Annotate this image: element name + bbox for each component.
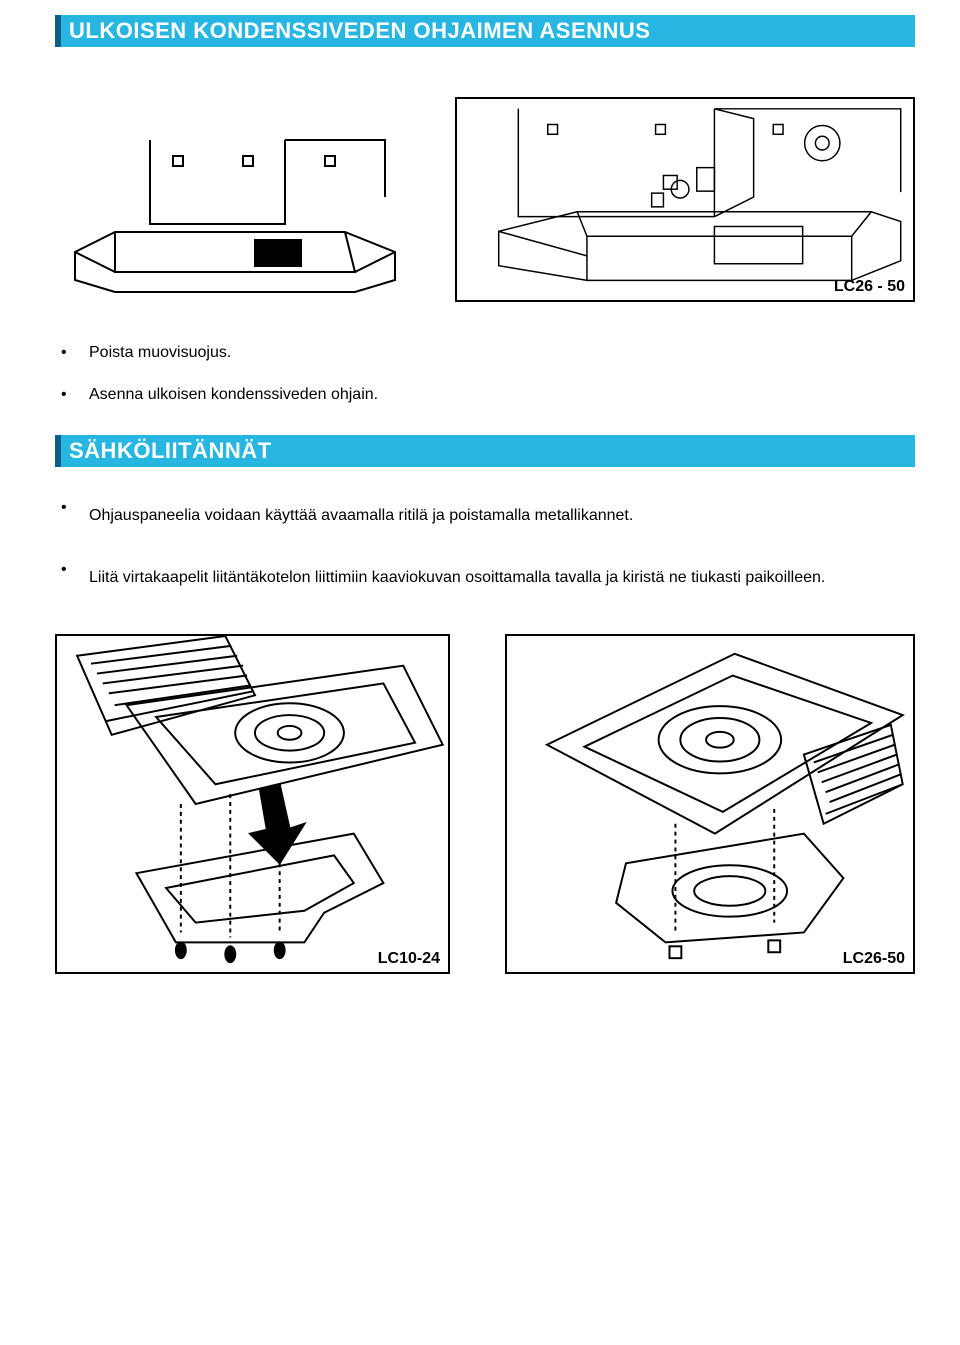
figure-condensate-large: LC26 - 50 [455, 97, 915, 302]
bullet-text: Ohjauspaneelia voidaan käyttää avaamalla… [89, 499, 915, 533]
bullet-dot: • [55, 374, 89, 416]
figure-condensate-small [55, 132, 423, 302]
figure-row-top: LC26 - 50 [55, 97, 915, 302]
bullets-condensate: • Poista muovisuojus. • Asenna ulkoisen … [55, 332, 915, 415]
condensate-large-svg [457, 99, 913, 300]
bullet-row: • Asenna ulkoisen kondenssiveden ohjain. [55, 374, 915, 416]
bullet-text: Liitä virtakaapelit liitäntäkotelon liit… [89, 561, 915, 595]
figure-caption-lc10-24: LC10-24 [378, 950, 440, 968]
page: ULKOISEN KONDENSSIVEDEN OHJAIMEN ASENNUS [0, 0, 960, 1345]
section-header-condensate: ULKOISEN KONDENSSIVEDEN OHJAIMEN ASENNUS [55, 15, 915, 47]
bullet-dot: • [55, 499, 89, 533]
bullet-row: • Ohjauspaneelia voidaan käyttää avaamal… [55, 499, 915, 533]
figure-row-bottom: LC10-24 [55, 634, 915, 974]
bullet-dot: • [55, 561, 89, 595]
section-header-electrical: SÄHKÖLIITÄNNÄT [55, 435, 915, 467]
figure-caption-lc26-50-top: LC26 - 50 [834, 278, 905, 296]
lc10-24-svg [57, 636, 448, 972]
condensate-small-svg [55, 132, 423, 302]
bullets-electrical: • Ohjauspaneelia voidaan käyttää avaamal… [55, 499, 915, 594]
figure-lc26-50: LC26-50 [505, 634, 915, 974]
figure-caption-lc26-50-bottom: LC26-50 [843, 950, 905, 968]
figure-lc10-24: LC10-24 [55, 634, 450, 974]
bullet-row: • Liitä virtakaapelit liitäntäkotelon li… [55, 561, 915, 595]
bullet-text: Poista muovisuojus. [89, 332, 915, 374]
bullet-text: Asenna ulkoisen kondenssiveden ohjain. [89, 374, 915, 416]
bullet-row: • Poista muovisuojus. [55, 332, 915, 374]
bullet-dot: • [55, 332, 89, 374]
lc26-50-svg [507, 636, 913, 972]
